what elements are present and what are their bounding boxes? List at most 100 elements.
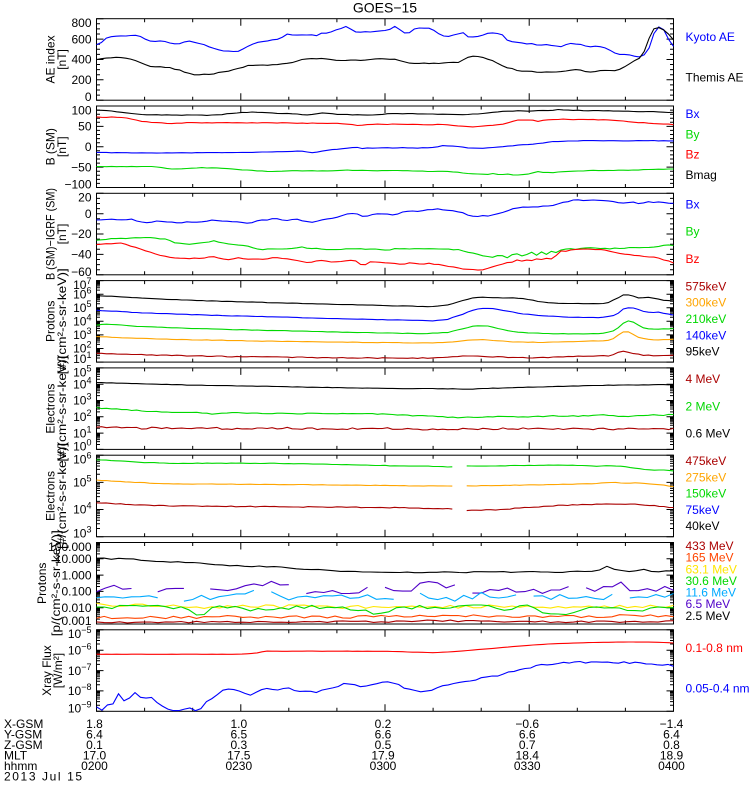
svg-text:6.5 MeV: 6.5 MeV [686,597,731,611]
svg-text:0: 0 [85,90,92,104]
svg-text:210keV: 210keV [686,312,727,326]
svg-text:[nT]: [nT] [55,136,69,157]
svg-text:0230: 0230 [225,759,252,773]
svg-text:0400: 0400 [658,759,685,773]
svg-text:800: 800 [71,16,91,30]
svg-text:20: 20 [78,191,92,205]
svg-text:0: 0 [85,140,92,154]
svg-text:Y-GSM: Y-GSM [4,728,42,742]
svg-text:433 MeV: 433 MeV [686,539,734,553]
svg-text:40keV: 40keV [686,519,720,533]
svg-text:1.0: 1.0 [230,717,247,731]
svg-text:Kyoto AE: Kyoto AE [686,30,735,44]
svg-text:100.000: 100.000 [48,540,92,554]
svg-text:50: 50 [78,120,92,134]
svg-text:10.000: 10.000 [55,552,92,566]
svg-text:Protons: Protons [43,301,57,342]
svg-text:B (SM)−IGRF (SM): B (SM)−IGRF (SM) [43,188,57,280]
svg-text:Bz: Bz [686,252,700,266]
svg-text:[nT]: [nT] [55,224,69,245]
svg-text:0200: 0200 [81,759,108,773]
svg-text:−20: −20 [71,227,92,241]
svg-text:400: 400 [71,53,91,67]
svg-text:[#/(cm²-s-sr-keV)]: [#/(cm²-s-sr-keV)] [55,356,69,462]
svg-text:475keV: 475keV [686,454,727,468]
svg-text:Bmag: Bmag [686,168,717,182]
svg-text:17.9: 17.9 [371,749,395,763]
svg-text:−60: −60 [71,265,92,279]
svg-text:1.000: 1.000 [61,568,91,582]
svg-text:11.6 MeV: 11.6 MeV [686,586,736,600]
svg-text:6.5: 6.5 [230,728,247,742]
svg-text:Electrons: Electrons [43,471,57,521]
svg-text:Bx: Bx [686,198,700,212]
svg-text:17.0: 17.0 [83,749,107,763]
svg-text:AE index: AE index [44,35,58,83]
svg-text:0.1: 0.1 [86,738,103,752]
svg-text:275keV: 275keV [686,470,727,484]
svg-text:0: 0 [85,207,92,221]
svg-text:hhmm: hhmm [4,759,37,773]
svg-text:0.010: 0.010 [61,601,91,615]
svg-text:300keV: 300keV [686,296,727,310]
svg-text:Protons: Protons [35,563,49,604]
svg-text:165 MeV: 165 MeV [686,551,734,565]
svg-text:0.05-0.4 nm: 0.05-0.4 nm [686,682,750,696]
svg-text:[nT]: [nT] [55,49,69,70]
svg-text:GOES−15: GOES−15 [353,0,417,16]
svg-text:Electrons: Electrons [43,384,57,434]
svg-text:Z-GSM: Z-GSM [4,738,43,752]
svg-text:30.6 MeV: 30.6 MeV [686,574,737,588]
svg-text:−1.4: −1.4 [660,717,684,731]
svg-text:18.9: 18.9 [660,749,684,763]
svg-text:−100: −100 [64,178,91,192]
svg-text:−40: −40 [71,248,92,262]
svg-text:575keV: 575keV [686,279,727,293]
svg-text:Bz: Bz [686,148,700,162]
svg-text:0330: 0330 [514,759,541,773]
svg-text:150keV: 150keV [686,487,727,501]
svg-text:0.3: 0.3 [230,738,247,752]
svg-text:6.6: 6.6 [519,728,536,742]
svg-text:[#/(cm²-s-sr-keV)]: [#/(cm²-s-sr-keV)] [55,443,69,549]
svg-text:4 MeV: 4 MeV [686,372,721,386]
svg-text:6.4: 6.4 [663,728,680,742]
svg-text:0.5: 0.5 [375,738,392,752]
svg-text:0.6 MeV: 0.6 MeV [686,427,731,441]
svg-text:17.5: 17.5 [227,749,251,763]
svg-text:0.2: 0.2 [375,717,392,731]
svg-text:Xray Flux: Xray Flux [40,645,54,696]
svg-text:2013 Jul 15: 2013 Jul 15 [4,770,84,784]
svg-text:95keV: 95keV [686,345,720,359]
svg-text:X-GSM: X-GSM [4,717,43,731]
svg-text:2 MeV: 2 MeV [686,399,721,413]
svg-text:200: 200 [71,73,91,87]
svg-text:−50: −50 [71,160,92,174]
svg-text:600: 600 [71,32,91,46]
svg-text:75keV: 75keV [686,503,720,517]
svg-text:0.001: 0.001 [61,614,91,628]
svg-text:0.100: 0.100 [61,585,91,599]
svg-text:Themis AE: Themis AE [686,71,744,85]
svg-text:2.5 MeV: 2.5 MeV [686,609,731,623]
svg-text:6.6: 6.6 [375,728,392,742]
svg-text:18.4: 18.4 [516,749,540,763]
svg-text:0.8: 0.8 [663,738,680,752]
svg-text:[p/(cm²-s-sr-keV)]: [p/(cm²-s-sr-keV)] [49,530,63,636]
svg-text:By: By [686,225,700,239]
svg-text:100: 100 [71,103,91,117]
svg-text:−0.6: −0.6 [515,717,539,731]
svg-text:[W/m²]: [W/m²] [51,653,65,688]
svg-text:140keV: 140keV [686,328,727,342]
svg-text:Bx: Bx [686,107,700,121]
svg-text:0.1-0.8 nm: 0.1-0.8 nm [686,641,743,655]
svg-text:B (SM): B (SM) [44,128,58,165]
svg-text:6.4: 6.4 [86,728,103,742]
svg-text:0300: 0300 [370,759,397,773]
svg-text:0.7: 0.7 [519,738,536,752]
svg-text:MLT: MLT [4,749,28,763]
svg-text:[#/(cm²-s-sr-keV)]: [#/(cm²-s-sr-keV)] [55,268,69,374]
svg-text:1.8: 1.8 [86,717,103,731]
svg-text:By: By [686,127,700,141]
svg-text:63.1 MeV: 63.1 MeV [686,562,737,576]
